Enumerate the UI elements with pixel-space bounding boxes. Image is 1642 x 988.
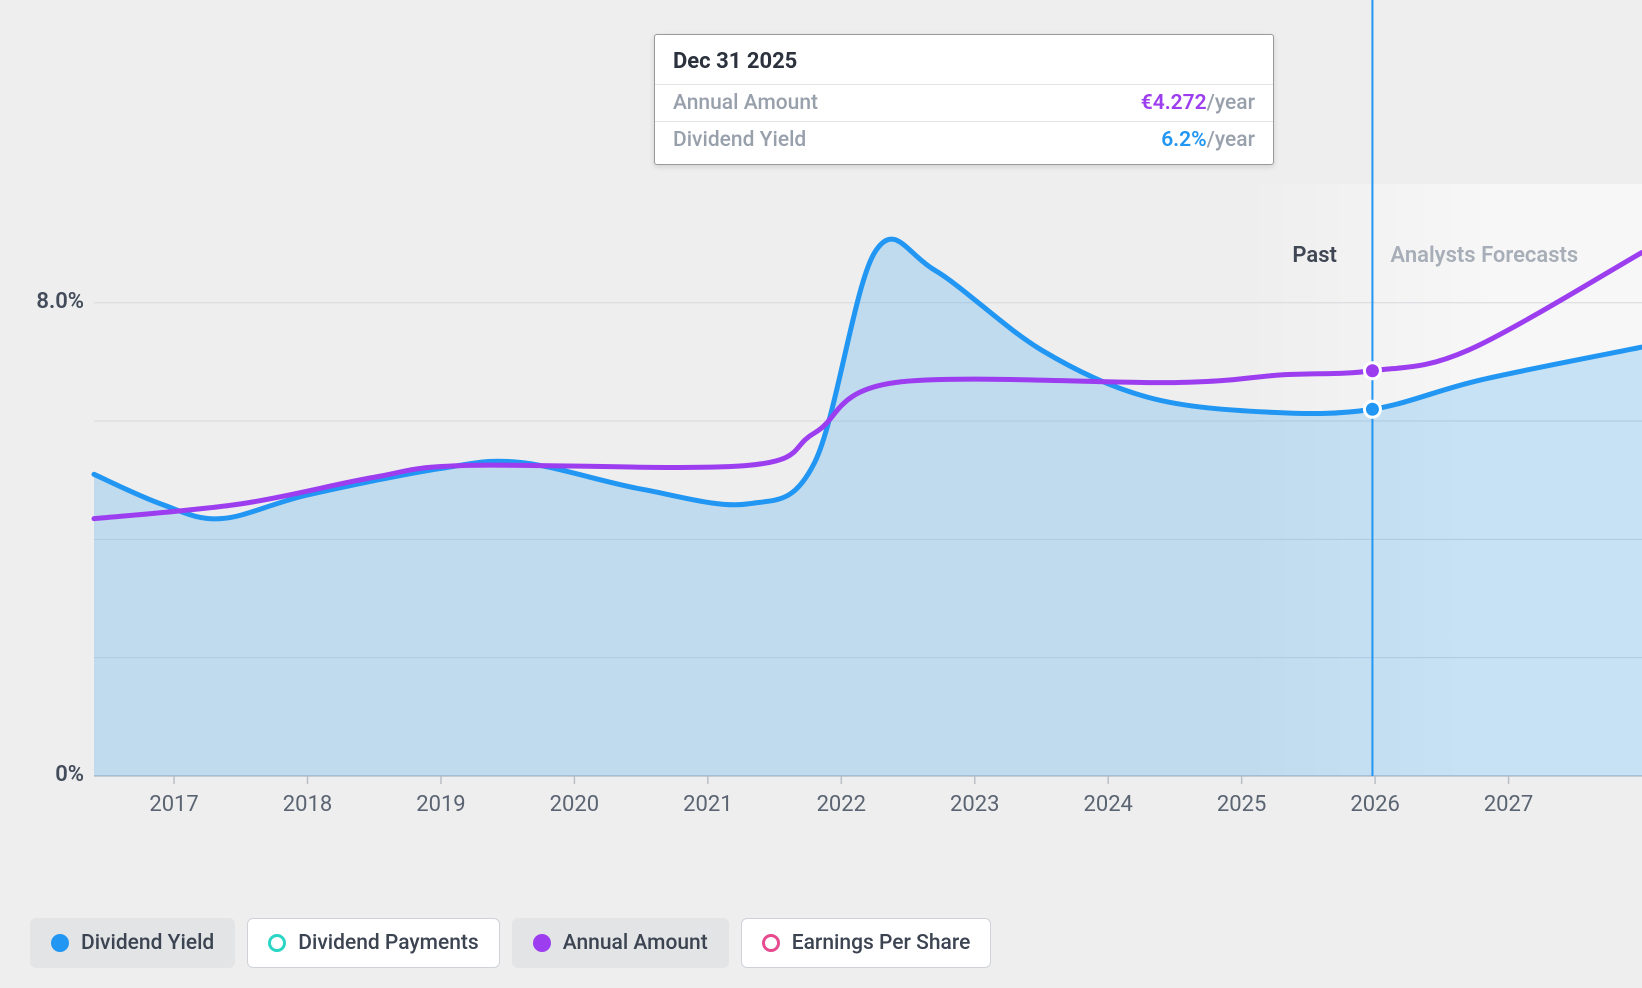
dividend-yield-chart: Dec 31 2025 Annual Amount€4.272/yearDivi…: [0, 0, 1642, 988]
x-axis-label: 2019: [416, 792, 465, 817]
legend-item-eps[interactable]: Earnings Per Share: [741, 918, 992, 968]
tooltip-row-key: Annual Amount: [673, 91, 818, 115]
x-axis-label: 2027: [1484, 792, 1533, 817]
tooltip-row: Annual Amount €4.272/year: [655, 84, 1273, 121]
chart-legend: Dividend Yield Dividend Payments Annual Am…: [30, 918, 991, 968]
tooltip-row-unit: /year: [1207, 128, 1255, 152]
forecast-region-label: Analysts Forecasts: [1390, 243, 1578, 268]
chart-tooltip: Dec 31 2025 Annual Amount€4.272/yearDivi…: [654, 34, 1274, 165]
legend-item-label: Dividend Payments: [298, 931, 478, 955]
legend-ring-icon: [268, 934, 286, 952]
legend-item-label: Earnings Per Share: [792, 931, 971, 955]
legend-item-annual_amount[interactable]: Annual Amount: [512, 918, 729, 968]
legend-ring-icon: [762, 934, 780, 952]
x-axis-label: 2022: [817, 792, 866, 817]
x-axis-label: 2018: [283, 792, 332, 817]
x-axis-label: 2023: [950, 792, 999, 817]
x-axis-label: 2025: [1217, 792, 1266, 817]
tooltip-row-unit: /year: [1207, 91, 1255, 115]
legend-item-dividend_yield[interactable]: Dividend Yield: [30, 918, 235, 968]
legend-item-dividend_payments[interactable]: Dividend Payments: [247, 918, 499, 968]
y-axis-label: 8.0%: [4, 289, 84, 314]
x-axis-label: 2026: [1350, 792, 1399, 817]
legend-dot-icon: [533, 934, 551, 952]
x-axis-label: 2021: [683, 792, 732, 817]
tooltip-date: Dec 31 2025: [655, 49, 1273, 84]
tooltip-row-value: €4.272: [1141, 91, 1207, 115]
tooltip-row-key: Dividend Yield: [673, 128, 806, 152]
x-axis-label: 2020: [550, 792, 599, 817]
tooltip-row-value: 6.2%: [1161, 128, 1206, 152]
x-axis-label: 2017: [149, 792, 198, 817]
x-axis-label: 2024: [1083, 792, 1132, 817]
tooltip-row: Dividend Yield 6.2%/year: [655, 121, 1273, 158]
legend-dot-icon: [51, 934, 69, 952]
legend-item-label: Annual Amount: [563, 931, 708, 955]
legend-item-label: Dividend Yield: [81, 931, 214, 955]
y-axis-label: 0%: [4, 762, 84, 787]
past-region-label: Past: [1292, 243, 1337, 268]
